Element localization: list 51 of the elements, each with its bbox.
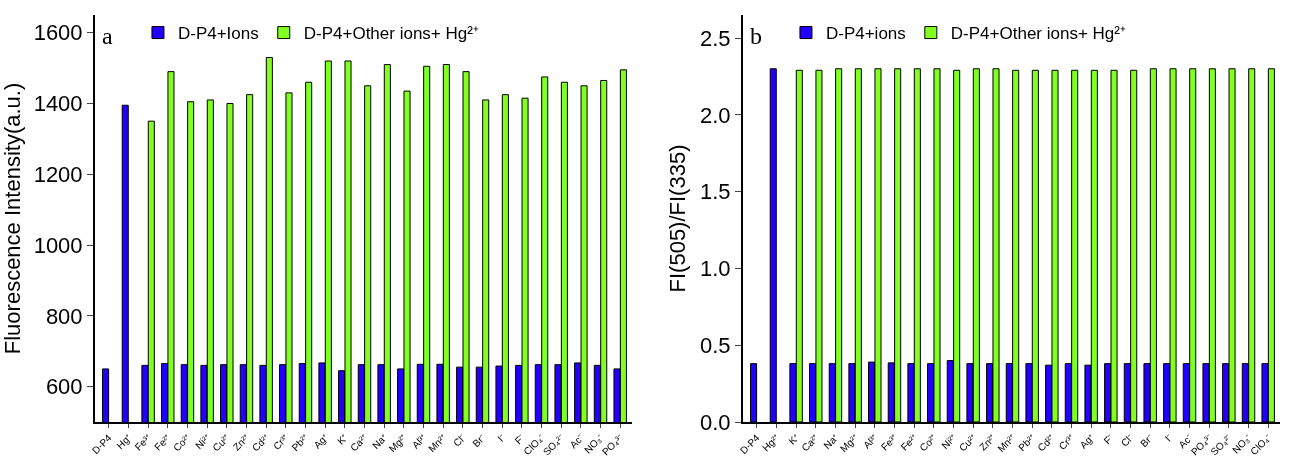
x-tick-label: Ca²⁺ bbox=[348, 431, 371, 454]
x-tick-label: Ag⁺ bbox=[1077, 431, 1097, 451]
x-tick-label: Cu²⁺ bbox=[210, 431, 233, 454]
x-tick-label: Co²⁺ bbox=[171, 431, 194, 454]
x-tick-label: K⁺ bbox=[786, 431, 802, 447]
x-tick-label: Fe³⁺ bbox=[878, 431, 901, 453]
y-tick-label: 0.5 bbox=[700, 332, 731, 358]
y-tick-label: 1200 bbox=[33, 161, 83, 187]
x-tick-label: Cl⁻ bbox=[1118, 431, 1137, 449]
legend-label: D-P4+Other ions+ Hg²⁺ bbox=[303, 24, 479, 44]
y-tick-label: 1.5 bbox=[700, 179, 731, 205]
x-tick-label: Co²⁺ bbox=[917, 431, 940, 454]
legend-label: D-P4+ions bbox=[825, 24, 906, 44]
x-tick-label: I⁻ bbox=[495, 431, 508, 445]
y-tick-label: 2.5 bbox=[700, 25, 731, 51]
x-tick-label: K⁺ bbox=[335, 431, 351, 447]
x-tick-label: F⁻ bbox=[1101, 431, 1117, 447]
x-tick-label: Ag⁺ bbox=[311, 431, 331, 451]
x-tick-label: Hg⁺ bbox=[114, 431, 135, 452]
x-tick-label: Ni²⁺ bbox=[193, 431, 213, 452]
x-tick-label: Cd²⁺ bbox=[1035, 431, 1058, 454]
annotation: a bbox=[102, 23, 113, 49]
y-tick-label: 800 bbox=[45, 303, 83, 329]
x-tick-label: Cr³⁺ bbox=[271, 431, 292, 452]
x-tick-label: Pb²⁺ bbox=[1016, 431, 1038, 454]
x-tick-label: Hg²⁺ bbox=[760, 431, 783, 454]
x-tick-label: F⁻ bbox=[512, 431, 528, 447]
legend-label: D-P4+Other ions+ Hg²⁺ bbox=[950, 24, 1126, 44]
y-tick-label: 1400 bbox=[33, 91, 83, 117]
x-tick-label: Ca²⁺ bbox=[799, 431, 822, 454]
y-tick-label: 2.0 bbox=[700, 102, 731, 128]
y-tick-label: 1000 bbox=[33, 232, 83, 258]
x-tick-label: Cl⁻ bbox=[451, 431, 469, 449]
x-tick-label: Pb²⁺ bbox=[289, 431, 312, 454]
y-tick-label: 1.0 bbox=[700, 256, 731, 282]
x-tick-label: Br⁻ bbox=[1138, 431, 1156, 450]
y-tick-label: 600 bbox=[45, 374, 83, 400]
y-tick-label: 0.0 bbox=[700, 409, 731, 435]
y-tick-label: 1600 bbox=[33, 20, 83, 46]
x-tick-label: Fe²⁺ bbox=[898, 431, 920, 453]
x-tick-label: Fe³⁺ bbox=[132, 431, 154, 453]
y-axis-title: Fluorescence Intensity(a.u.) bbox=[0, 82, 25, 355]
x-tick-label: Fe²⁺ bbox=[152, 431, 174, 453]
x-tick-label: Cr³⁺ bbox=[1056, 431, 1078, 452]
x-tick-label: Br⁻ bbox=[470, 431, 489, 450]
legend-label: D-P4+Ions bbox=[177, 24, 259, 44]
y-axis-title: FI(505)/FI(335) bbox=[665, 144, 691, 293]
x-tick-label: I⁻ bbox=[1162, 431, 1176, 445]
annotation: b bbox=[750, 23, 762, 49]
x-tick-label: Na⁺ bbox=[370, 431, 390, 452]
x-tick-label: Al³⁺ bbox=[861, 431, 881, 451]
